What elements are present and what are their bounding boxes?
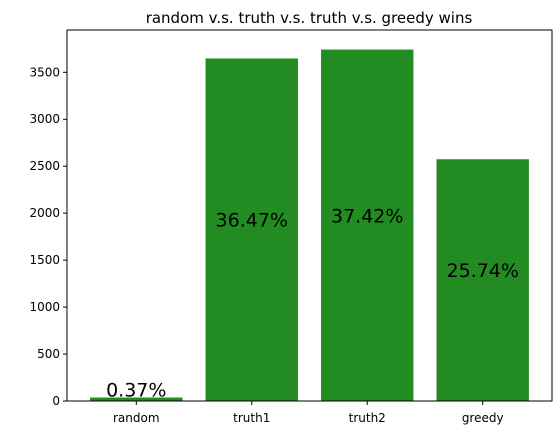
x-tick-label: greedy [462, 411, 504, 425]
value-label: 36.47% [216, 210, 288, 232]
chart-title: random v.s. truth v.s. truth v.s. greedy… [146, 9, 473, 27]
y-tick-label: 2500 [29, 159, 60, 173]
y-tick-label: 500 [37, 347, 60, 361]
bar [205, 58, 298, 402]
plot-frame [66, 29, 553, 402]
x-tick-label: truth2 [349, 411, 386, 425]
x-tick-label: truth1 [233, 411, 270, 425]
y-tick-label: 0 [52, 394, 60, 408]
bar [90, 397, 183, 401]
y-tick-label: 1500 [29, 253, 60, 267]
y-tick-label: 2000 [29, 206, 60, 220]
value-label: 0.37% [106, 379, 166, 401]
bar [436, 159, 529, 401]
y-tick-label: 3500 [29, 65, 60, 79]
y-tick-label: 1000 [29, 300, 60, 314]
value-label: 25.74% [446, 260, 518, 282]
x-tick-label: random [113, 411, 160, 425]
bar [321, 49, 414, 401]
value-label: 37.42% [331, 205, 403, 227]
y-tick-label: 3000 [29, 112, 60, 126]
